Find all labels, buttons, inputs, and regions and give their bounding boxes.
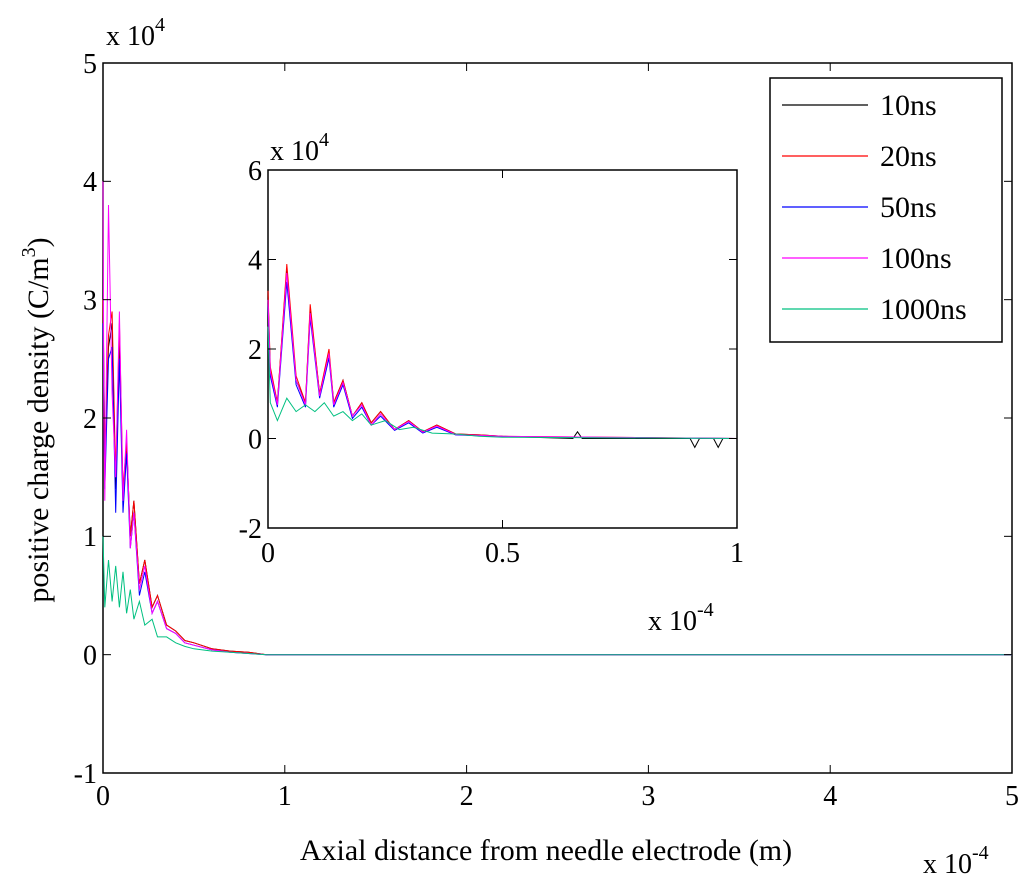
inset-y-tick-label: -2 <box>239 514 262 545</box>
legend-label-10ns: 10ns <box>880 89 937 122</box>
legend-label-50ns: 50ns <box>880 191 937 224</box>
inset-series-100ns <box>267 272 738 439</box>
main-y-tick-label: 1 <box>83 522 97 553</box>
inset-y-tick-label: 4 <box>248 245 262 276</box>
main-x-axis-label: Axial distance from needle electrode (m) <box>300 834 792 867</box>
legend-label-20ns: 20ns <box>880 140 937 173</box>
legend: 10ns 20ns 50ns 100ns 1000ns <box>769 77 1003 343</box>
inset-plot-area <box>267 169 738 529</box>
main-x-ticks: 0 1 2 3 4 5 <box>96 63 1019 812</box>
main-y-ticks: -1 0 1 2 3 4 5 <box>74 49 1012 790</box>
main-y-tick-label: 3 <box>83 285 97 316</box>
main-y-multiplier: x 104 <box>106 14 165 52</box>
main-y-tick-label: 2 <box>83 404 97 435</box>
legend-label-100ns: 100ns <box>880 242 952 275</box>
main-y-tick-label: 5 <box>83 49 97 80</box>
main-x-multiplier: x 10-4 <box>923 842 989 880</box>
inset-y-tick-label: 2 <box>248 335 262 366</box>
inset-y-ticks: -2 0 2 4 6 <box>239 156 737 545</box>
legend-box <box>769 77 1003 343</box>
inset-series-50ns <box>267 281 738 439</box>
main-series-group <box>102 181 1012 656</box>
legend-label-1000ns: 1000ns <box>880 293 967 326</box>
main-y-tick-label: 0 <box>83 640 97 671</box>
main-x-tick-label: 2 <box>460 781 474 812</box>
main-series-20ns <box>102 299 1012 656</box>
main-x-tick-label: 3 <box>641 781 655 812</box>
inset-y-tick-label: 6 <box>248 156 262 187</box>
main-x-tick-label: 1 <box>278 781 292 812</box>
inset-x-tick-label: 1 <box>730 538 744 569</box>
inset-series-1000ns <box>267 326 738 439</box>
main-x-tick-label: 5 <box>1005 781 1019 812</box>
inset-y-tick-label: 0 <box>248 424 262 455</box>
inset-x-tick-label: 0.5 <box>485 538 520 569</box>
inset-x-multiplier: x 10-4 <box>648 599 714 637</box>
main-y-axis-label: positive charge density (C/m3) <box>18 237 55 602</box>
main-series-1000ns <box>102 536 1012 656</box>
main-x-tick-label: 4 <box>823 781 837 812</box>
inset-series-group <box>267 263 738 449</box>
main-x-tick-label: 0 <box>96 781 110 812</box>
inset-x-ticks: 0 0.5 1 <box>261 170 744 569</box>
main-y-tick-label: 4 <box>83 167 97 198</box>
inset-x-tick-label: 0 <box>261 538 275 569</box>
main-y-tick-label: -1 <box>74 759 97 790</box>
inset-y-multiplier: x 104 <box>270 129 329 167</box>
